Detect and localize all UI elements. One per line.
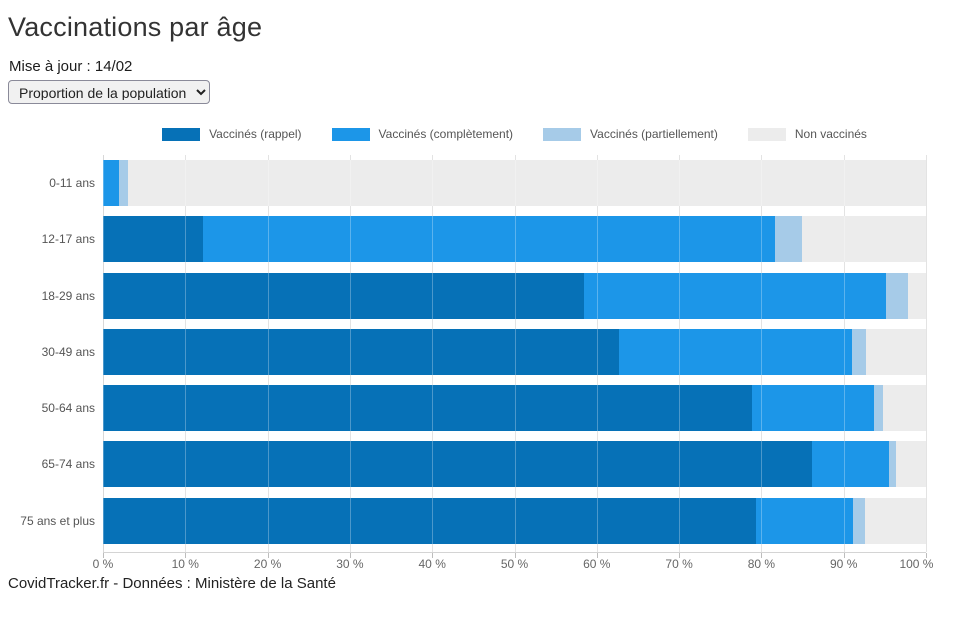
bar-row-0-11-ans: 0-11 ans: [49, 160, 926, 206]
metric-select[interactable]: Proportion de la population: [8, 80, 210, 104]
axis-tick: [843, 553, 845, 558]
bar-segment[interactable]: [103, 216, 204, 263]
bar-segment[interactable]: [103, 160, 119, 206]
axis-tick: [103, 553, 104, 558]
bar-rows: 0-11 ans 12-17 ans 18-29 ans 30-49 ans 50-64…: [20, 155, 926, 549]
bar-row-65-74-ans: 65-74 ans: [42, 441, 926, 488]
bar-segment[interactable]: [103, 441, 813, 488]
tick-label: 50 %: [500, 557, 529, 571]
tick-label: 70 %: [665, 557, 693, 571]
bar-segment[interactable]: [865, 328, 926, 375]
axis-tick: [185, 553, 187, 558]
legend-label: Vaccinés (rappel): [209, 127, 302, 141]
legend-item-1[interactable]: Vaccinés (complètement): [331, 127, 514, 141]
legend: Vaccinés (rappel) Vaccinés (complètement)…: [103, 127, 926, 141]
legend-item-0[interactable]: Vaccinés (rappel): [162, 127, 302, 141]
legend-swatch-icon: [331, 127, 370, 141]
bar-segment[interactable]: [851, 328, 866, 375]
axis-tick: [349, 553, 351, 558]
legend-label: Non vaccinés: [794, 127, 867, 141]
bar-segment[interactable]: [774, 216, 802, 263]
bar-segment[interactable]: [203, 216, 775, 263]
bar-row-50-64-ans: 50-64 ans: [42, 385, 926, 432]
bar-segment[interactable]: [888, 441, 896, 488]
bar-row-12-17-ans: 12-17 ans: [42, 216, 926, 263]
legend-label: Vaccinés (complètement): [378, 127, 514, 141]
row-label: 30-49 ans: [41, 344, 95, 359]
axis-tick: [596, 553, 598, 558]
grid-line: [926, 155, 927, 552]
bar-segment[interactable]: [103, 385, 752, 432]
bar-segment[interactable]: [584, 272, 887, 319]
bar-segment[interactable]: [852, 497, 866, 544]
stacked-bar-chart: 0-11 ans 12-17 ans 18-29 ans 30-49 ans 50-64…: [20, 155, 927, 553]
grid-overlay-line: [926, 155, 927, 552]
tick-label: 30 %: [336, 557, 364, 571]
tick-label: 80 %: [747, 557, 776, 571]
tick-label: 90 %: [830, 557, 858, 571]
bar-segment[interactable]: [907, 272, 926, 319]
bar-segment[interactable]: [865, 497, 926, 544]
tick-label: 10 %: [171, 557, 199, 571]
legend-swatch-icon: [747, 127, 786, 141]
bar-segment[interactable]: [886, 272, 908, 319]
tick-label: 60 %: [583, 557, 611, 571]
axis-tick: [514, 553, 516, 558]
row-label: 12-17 ans: [41, 232, 95, 247]
row-label: 65-74 ans: [41, 457, 95, 472]
credit-text: CovidTracker.fr - Données : Ministère de…: [8, 575, 336, 592]
tick-label: 40 %: [418, 557, 446, 571]
bar-row-75-ans-et-plus: 75 ans et plus: [20, 497, 926, 544]
tick-label: 100 %: [899, 557, 934, 571]
legend-swatch-icon: [162, 127, 201, 141]
updated-label: Mise à jour : 14/02: [9, 58, 133, 75]
bar-segment[interactable]: [756, 497, 853, 544]
legend-label: Vaccinés (partiellement): [590, 127, 718, 141]
bar-segment[interactable]: [127, 160, 926, 206]
bar-segment[interactable]: [103, 497, 757, 544]
axis-tick: [432, 553, 434, 558]
bar-row-18-29-ans: 18-29 ans: [42, 272, 926, 319]
row-label: 50-64 ans: [41, 401, 95, 416]
row-label: 75 ans et plus: [20, 513, 95, 528]
bar-segment[interactable]: [751, 385, 875, 432]
axis-tick: [267, 553, 269, 558]
bar-segment[interactable]: [895, 441, 926, 488]
bar-segment[interactable]: [103, 272, 585, 319]
axis-tick: [679, 553, 681, 558]
tick-label: 20 %: [253, 557, 282, 571]
row-label: 18-29 ans: [41, 288, 95, 303]
bar-segment[interactable]: [619, 328, 852, 375]
axis-tick: [761, 553, 763, 558]
row-label: 0-11 ans: [49, 176, 95, 190]
bar-segment[interactable]: [874, 385, 884, 432]
legend-swatch-icon: [543, 127, 582, 141]
x-axis: 0 % 10 % 20 % 30 % 40 % 50 % 60 % 70 % 80 % 90 % 1…: [93, 553, 933, 575]
bar-segment[interactable]: [883, 385, 926, 432]
bar-row-30-49-ans: 30-49 ans: [42, 328, 926, 375]
bar-segment[interactable]: [103, 328, 620, 375]
bar-segment[interactable]: [118, 160, 128, 206]
bar-segment[interactable]: [812, 441, 889, 488]
page-title: Vaccinations par âge: [8, 12, 263, 42]
legend-item-3[interactable]: Non vaccinés: [747, 127, 867, 141]
legend-item-2[interactable]: Vaccinés (partiellement): [543, 127, 718, 141]
tick-label: 0 %: [92, 557, 114, 571]
axis-tick: [926, 553, 927, 558]
bar-segment[interactable]: [801, 216, 926, 263]
